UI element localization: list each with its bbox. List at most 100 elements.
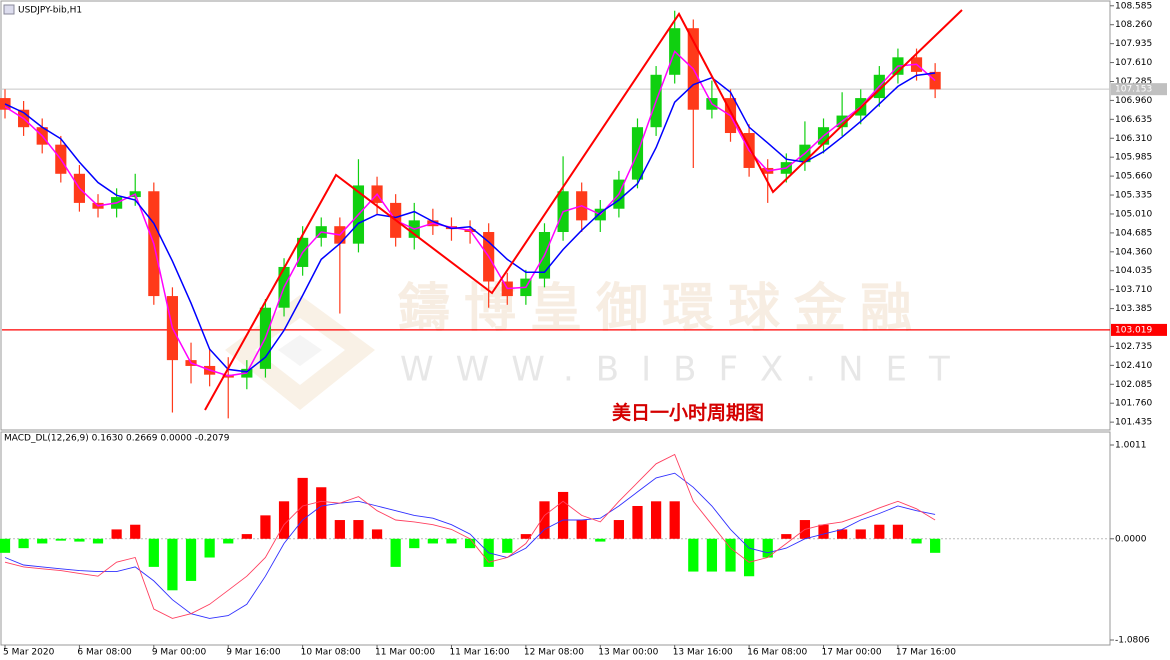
histogram-bar: [316, 487, 327, 539]
histogram-bar: [409, 538, 420, 549]
y-tick-label: 107.935: [1115, 39, 1152, 49]
histogram-bar: [874, 524, 885, 539]
histogram-bar: [260, 515, 271, 539]
y-tick-label: 101.435: [1115, 418, 1152, 428]
y-tick-label: 103.385: [1115, 304, 1152, 314]
histogram-bar: [167, 538, 178, 591]
histogram-bar: [74, 538, 85, 542]
histogram-bar: [130, 524, 141, 539]
histogram-bar: [427, 538, 438, 544]
watermark-url: WWW.BIBFX.NET: [400, 350, 972, 390]
histogram-bar: [0, 538, 11, 553]
indicator-line: [4, 72, 936, 373]
y-tick-label: 105.335: [1115, 191, 1152, 201]
x-tick-label: 11 Mar 00:00: [375, 648, 435, 658]
histogram-bar: [557, 491, 569, 539]
histogram-bar: [911, 538, 922, 544]
histogram-bar: [632, 505, 643, 539]
y-tick-label: 104.685: [1115, 228, 1152, 238]
y-tick-label: 106.635: [1115, 115, 1152, 125]
chart-icon: [3, 4, 15, 15]
last-price-box: [1111, 83, 1167, 96]
indicator-line: [4, 50, 936, 377]
y-tick-label: 108.585: [1115, 1, 1152, 11]
histogram-bar: [464, 538, 476, 549]
y-tick-label: 1.0011: [1115, 441, 1147, 451]
y-tick-label: 107.610: [1115, 58, 1152, 68]
y-tick-label: -1.0806: [1115, 636, 1150, 646]
histogram-bar: [223, 538, 234, 544]
histogram-bar: [502, 538, 513, 553]
histogram-bar: [930, 538, 941, 553]
histogram-bar: [669, 501, 680, 539]
candle-body: [929, 71, 941, 90]
indicator-line: [4, 453, 936, 619]
y-tick-label: 102.410: [1115, 361, 1152, 371]
x-tick-label: 11 Mar 16:00: [449, 648, 509, 658]
histogram-bar: [92, 538, 104, 544]
x-tick-label: 10 Mar 08:00: [301, 648, 361, 658]
y-tick-label: 105.010: [1115, 209, 1152, 219]
histogram-bar: [390, 538, 401, 567]
trend-line: [204, 9, 963, 411]
x-tick-label: 12 Mar 08:00: [524, 648, 584, 658]
histogram-bar: [353, 520, 364, 539]
histogram-bar: [148, 538, 159, 567]
y-tick-label: 102.735: [1115, 342, 1152, 352]
histogram-bar: [539, 501, 550, 539]
histogram-bar: [297, 477, 308, 539]
price-label: 103.019: [1115, 325, 1152, 335]
y-tick-label: 108.260: [1115, 20, 1152, 30]
y-tick-label: 107.285: [1115, 77, 1152, 87]
histogram-bar: [818, 524, 829, 539]
histogram-bar: [371, 529, 383, 539]
indicator-label: MACD_DL(12,26,9) 0.1630 0.2669 0.0000 -0…: [4, 434, 230, 444]
histogram-bar: [781, 534, 792, 539]
histogram-bar: [855, 529, 866, 539]
y-tick-label: 104.035: [1115, 266, 1152, 276]
histogram-bar: [185, 538, 197, 581]
y-tick-label: 106.310: [1115, 134, 1152, 144]
x-tick-label: 5 Mar 2020: [3, 648, 55, 658]
y-tick-label: 106.960: [1115, 96, 1152, 106]
x-tick-label: 9 Mar 00:00: [152, 648, 207, 658]
macd-panel-frame: [0, 431, 1111, 646]
histogram-bar: [892, 524, 904, 539]
x-tick-label: 16 Mar 08:00: [747, 648, 807, 658]
histogram-bar: [837, 529, 848, 539]
last-price-label: 107.153: [1115, 85, 1152, 95]
histogram-bar: [37, 538, 48, 544]
histogram-bar: [446, 538, 457, 544]
histogram-bar: [613, 520, 625, 539]
histogram-bar: [706, 538, 718, 572]
indicator-line: [4, 472, 936, 619]
annotation: 美日一小时周期图: [612, 401, 764, 424]
y-tick-label: 105.985: [1115, 153, 1152, 163]
histogram-bar: [576, 520, 587, 539]
histogram-bar: [18, 538, 29, 549]
y-tick-label: 103.710: [1115, 285, 1152, 295]
histogram-bar: [111, 529, 122, 539]
histogram-bar: [595, 538, 606, 542]
y-tick-label: 104.360: [1115, 247, 1152, 257]
histogram-bar: [55, 538, 66, 541]
histogram-bar: [725, 538, 736, 572]
histogram-bar: [520, 534, 531, 539]
chart-title: USDJPY-bib,H1: [18, 6, 82, 16]
watermark-text: 鑄博皇御環球金融: [397, 279, 926, 339]
x-tick-label: 13 Mar 00:00: [598, 648, 658, 658]
x-tick-label: 17 Mar 00:00: [822, 648, 882, 658]
y-tick-label: 102.085: [1115, 380, 1152, 390]
x-tick-label: 6 Mar 08:00: [77, 648, 132, 658]
histogram-bar: [688, 538, 699, 572]
x-tick-label: 13 Mar 16:00: [673, 648, 733, 658]
watermark-logo: [225, 295, 375, 410]
price-label-box: [1111, 323, 1167, 336]
y-tick-label: 101.760: [1115, 399, 1152, 409]
price-panel-frame: [0, 0, 1111, 431]
histogram-bar: [204, 538, 215, 558]
histogram-bar: [762, 538, 773, 558]
